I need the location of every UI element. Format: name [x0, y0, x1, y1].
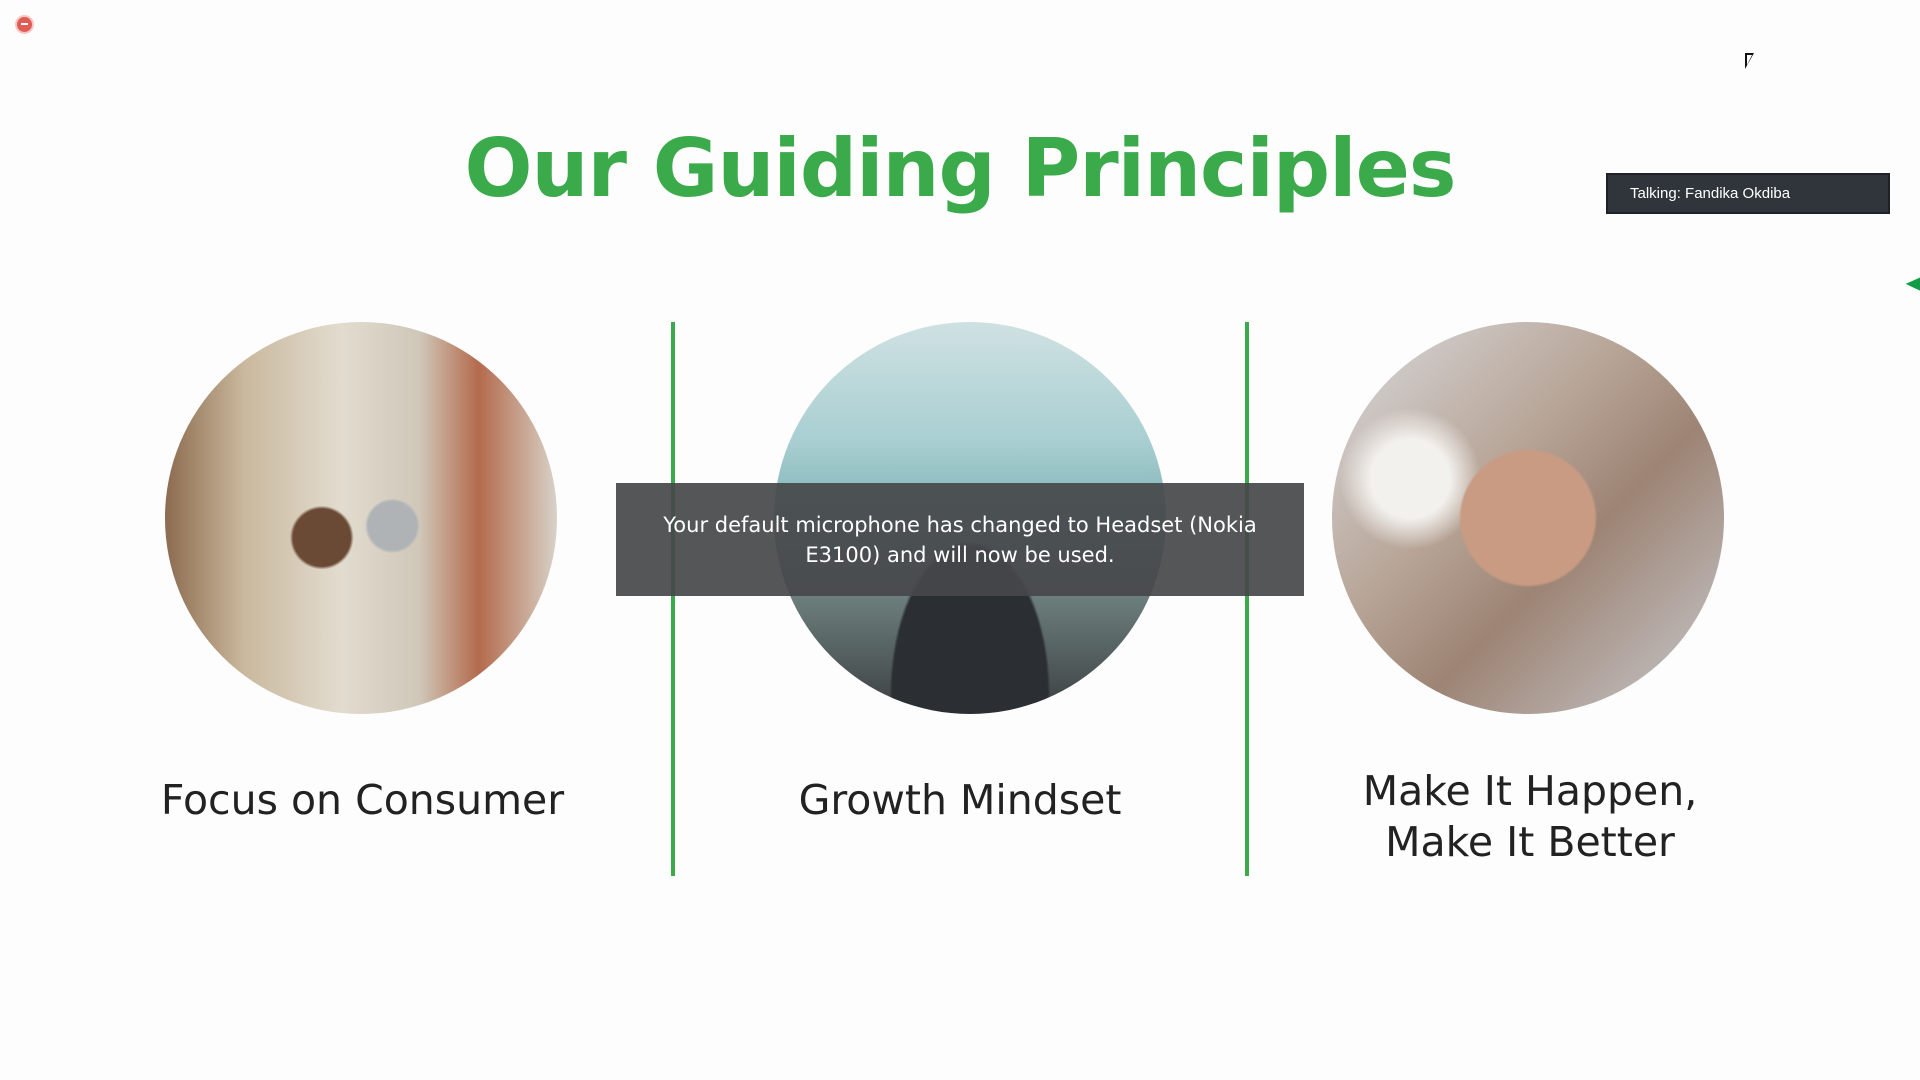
principle-label: Growth Mindset [798, 776, 1122, 824]
teamwork-photo [1332, 322, 1724, 714]
column-divider [671, 322, 675, 876]
consumer-photo [165, 322, 557, 714]
principle-label-line: Make It Happen, [1362, 767, 1698, 815]
principle-label: Focus on Consumer [160, 776, 565, 824]
slide-title: Our Guiding Principles [464, 122, 1457, 215]
column-divider [1245, 322, 1249, 876]
principle-label: Make It Happen, Make It Better [1260, 766, 1800, 868]
mouse-cursor-icon [1745, 53, 1754, 69]
record-icon[interactable] [17, 17, 32, 32]
microphone-notification: Your default microphone has changed to H… [616, 483, 1304, 596]
principle-label-line: Make It Better [1385, 818, 1675, 866]
notification-message: Your default microphone has changed to H… [663, 512, 1257, 567]
talking-indicator: Talking: Fandika Okdiba [1606, 173, 1890, 214]
